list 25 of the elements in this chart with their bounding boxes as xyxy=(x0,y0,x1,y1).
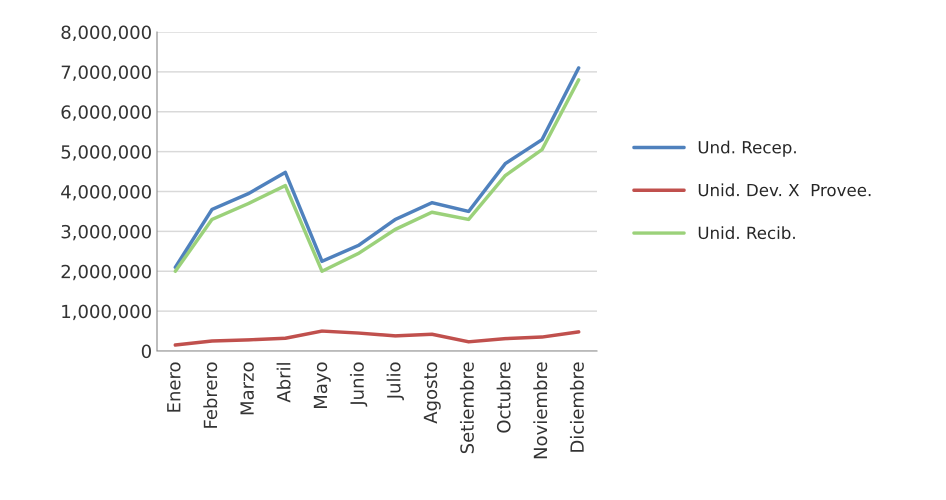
x-tick-label: Noviembre xyxy=(533,362,548,458)
x-tick-label: Julio xyxy=(386,362,404,400)
y-tick-label: 5,000,000 xyxy=(62,145,151,161)
y-tick-label: 0 xyxy=(142,344,151,358)
x-tick-label: Octubre xyxy=(496,362,511,433)
legend-label: Unid. Recib. xyxy=(698,226,795,240)
line-series xyxy=(174,329,580,347)
legend-label: Unid. Dev. X Provee. xyxy=(698,183,870,196)
x-tick-label: Diciembre xyxy=(570,362,584,452)
y-tick-label: 3,000,000 xyxy=(62,224,151,240)
legend-label: Und. Recep. xyxy=(698,140,796,157)
x-tick-label: Setiembre xyxy=(460,362,474,454)
x-tick-label: Agosto xyxy=(424,362,441,424)
x-tick-label: Enero xyxy=(167,362,181,412)
y-tick-label: 8,000,000 xyxy=(61,25,151,41)
x-tick-label: Junio xyxy=(350,362,368,407)
y-tick-label: 6,000,000 xyxy=(62,105,151,121)
x-tick-label: Marzo xyxy=(240,362,254,414)
y-tick-label: 7,000,000 xyxy=(62,65,151,81)
y-tick-label: 1,000,000 xyxy=(62,304,151,320)
x-tick-label: Mayo xyxy=(314,362,331,408)
x-tick-label: Abril xyxy=(276,363,291,403)
y-tick-label: 2,000,000 xyxy=(62,264,151,280)
x-tick-label: Febrero xyxy=(203,362,218,428)
y-tick-label: 4,000,000 xyxy=(61,184,151,200)
